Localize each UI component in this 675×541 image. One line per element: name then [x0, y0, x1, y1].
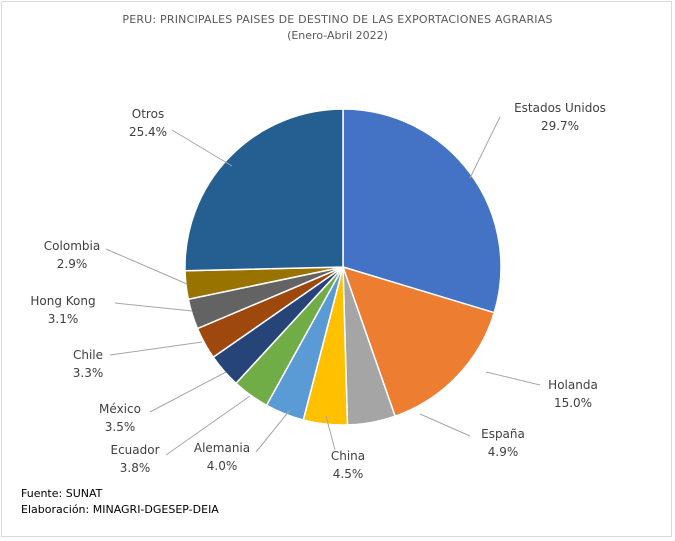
- data-label-value: 3.5%: [105, 420, 136, 434]
- leader-line: [325, 415, 336, 451]
- data-label-value: 3.3%: [73, 366, 104, 380]
- pie-slice-holanda: [341, 265, 496, 418]
- data-label-category: España: [481, 427, 525, 441]
- footer-credit: Elaboración: MINAGRI-DGESEP-DEIA: [21, 503, 219, 516]
- leader-line: [114, 302, 193, 312]
- data-label-category: Colombia: [44, 239, 100, 253]
- data-label-category: Alemania: [194, 441, 250, 455]
- data-label-category: Estados Unidos: [514, 101, 606, 115]
- data-label-category: Hong Kong: [30, 294, 95, 308]
- leader-line: [109, 341, 203, 356]
- leader-line: [485, 371, 541, 386]
- data-label-value: 4.9%: [488, 445, 519, 459]
- leader-line: [105, 248, 188, 285]
- chart-subtitle: (Enero-Abril 2022): [287, 29, 388, 42]
- data-label-category: Ecuador: [110, 443, 159, 457]
- data-label-category: Chile: [73, 348, 103, 362]
- data-label-value: 4.5%: [333, 467, 364, 481]
- data-label-value: 3.8%: [120, 461, 151, 475]
- data-label-category: Otros: [132, 107, 164, 121]
- data-label-value: 3.1%: [48, 312, 79, 326]
- pie-slice-estados-unidos: [342, 108, 502, 314]
- leader-line: [419, 413, 471, 437]
- leader-line: [165, 395, 251, 456]
- data-label-value: 29.7%: [541, 119, 579, 133]
- data-label-value: 15.0%: [554, 396, 592, 410]
- chart-title: PERU: PRINCIPALES PAISES DE DESTINO DE L…: [122, 13, 553, 26]
- pie-slice-otros: [184, 108, 344, 272]
- data-label-category: México: [99, 402, 141, 416]
- data-label-value: 2.9%: [57, 257, 88, 271]
- leader-line: [149, 371, 227, 413]
- data-label-value: 25.4%: [129, 125, 167, 139]
- leader-line: [255, 409, 291, 453]
- leader-line: [171, 129, 233, 167]
- data-label-value: 4.0%: [207, 459, 238, 473]
- data-label-category: Holanda: [548, 378, 598, 392]
- footer-source: Fuente: SUNAT: [21, 487, 103, 500]
- leader-line: [469, 116, 501, 179]
- data-label-category: China: [331, 449, 365, 463]
